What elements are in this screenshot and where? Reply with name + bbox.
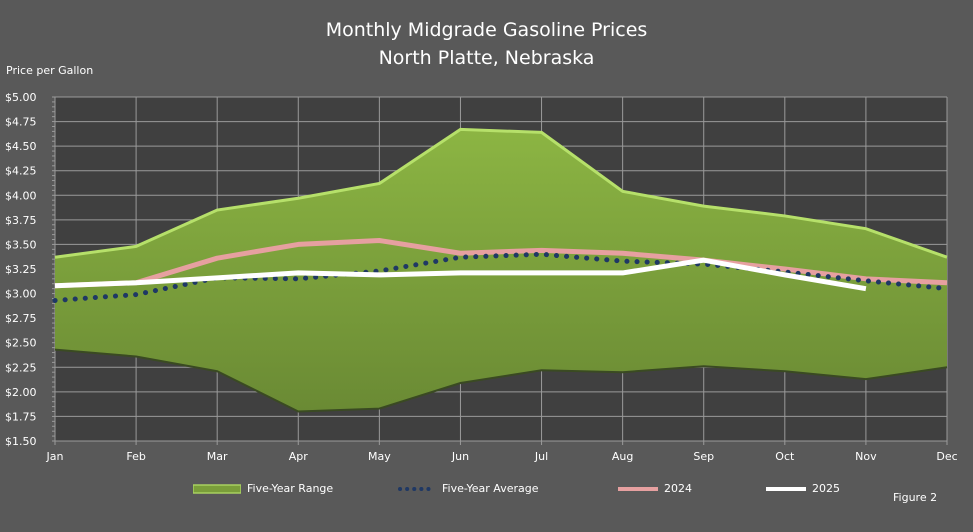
legend-label-2024: 2024: [664, 482, 692, 495]
legend-label-2025: 2025: [812, 482, 840, 495]
x-tick-label: Aug: [612, 450, 633, 463]
y-tick-label: $3.50: [5, 238, 37, 251]
x-tick-label: Apr: [289, 450, 309, 463]
y-tick-label: $1.50: [5, 435, 37, 448]
legend: Five-Year Range Five-Year Average 2024 2…: [0, 482, 973, 502]
chart-subtitle: North Platte, Nebraska: [378, 47, 595, 69]
x-tick-label: Feb: [126, 450, 145, 463]
series-line-2024: [54, 237, 948, 289]
y-tick-label: $3.25: [5, 263, 37, 276]
x-tick-label: Sep: [693, 450, 714, 463]
y-tick-label: $2.25: [5, 361, 37, 374]
legend-2024-swatch: [618, 486, 658, 491]
x-tick-label: Dec: [936, 450, 957, 463]
y-tick-label: $4.25: [5, 165, 37, 178]
x-tick-label: Jul: [534, 450, 548, 463]
x-tick-label: Mar: [207, 450, 228, 463]
legend-2025-swatch: [766, 486, 806, 491]
legend-range-swatch: [193, 483, 241, 494]
y-tick-label: $3.00: [5, 288, 37, 301]
y-tick-label: $4.75: [5, 116, 37, 129]
legend-item-2024: 2024: [618, 482, 692, 495]
y-tick-label: $5.00: [5, 91, 37, 104]
y-tick-label: $2.75: [5, 312, 37, 325]
x-tick-label: Nov: [855, 450, 877, 463]
legend-average-swatch: [398, 486, 436, 491]
y-tick-label: $4.00: [5, 189, 37, 202]
y-tick-label: $2.00: [5, 386, 37, 399]
y-tick-label: $2.50: [5, 337, 37, 350]
five-year-range-high-edge: [54, 127, 948, 259]
chart-title: Monthly Midgrade Gasoline Prices: [325, 19, 648, 41]
legend-label-average: Five-Year Average: [442, 482, 539, 495]
five-year-range-low-edge: [54, 348, 948, 413]
legend-label-range: Five-Year Range: [247, 482, 334, 495]
legend-item-2025: 2025: [766, 482, 840, 495]
legend-item-range: Five-Year Range: [193, 482, 333, 495]
y-tick-label: $3.75: [5, 214, 37, 227]
x-tick-label: May: [368, 450, 391, 463]
y-tick-label: $4.50: [5, 140, 37, 153]
x-tick-label: Jan: [46, 450, 64, 463]
x-tick-label: Oct: [775, 450, 795, 463]
figure-label: Figure 2: [893, 491, 938, 504]
y-axis-label: Price per Gallon: [6, 64, 94, 77]
legend-item-average: Five-Year Average: [398, 482, 538, 495]
x-tick-label: Jun: [451, 450, 469, 463]
y-tick-label: $1.75: [5, 410, 37, 423]
